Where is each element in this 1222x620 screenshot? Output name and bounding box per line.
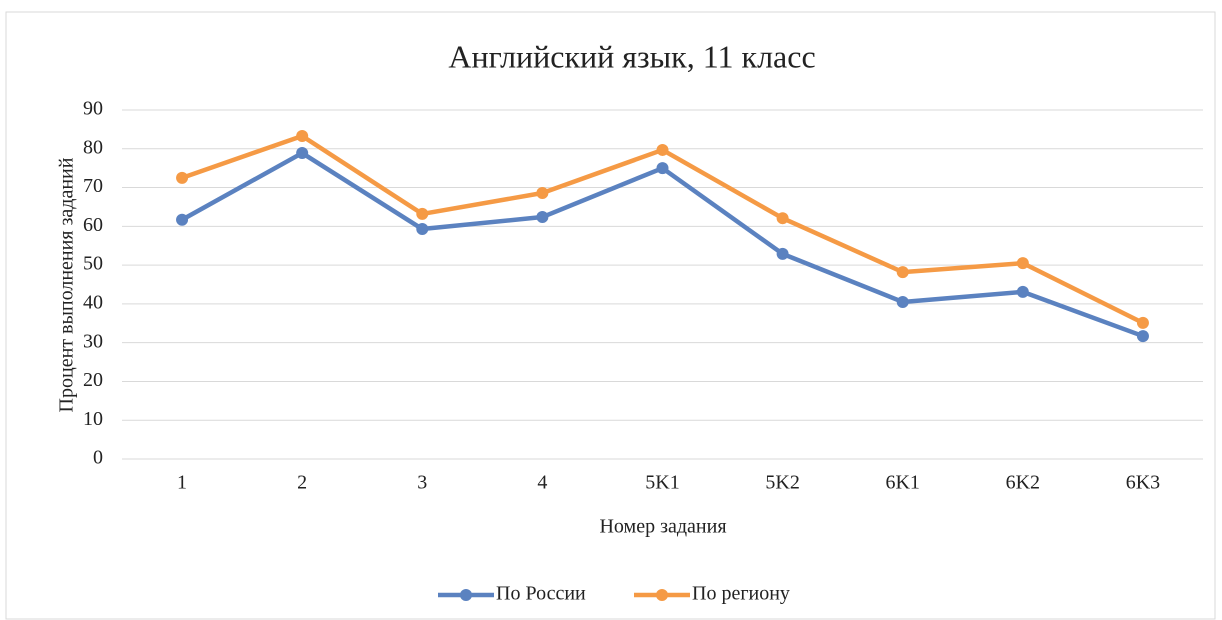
point bbox=[776, 247, 789, 260]
point bbox=[536, 211, 549, 224]
point bbox=[536, 186, 549, 199]
point bbox=[776, 212, 789, 225]
legend-marker bbox=[656, 589, 668, 601]
point bbox=[296, 129, 309, 142]
x-tick-label: 3 bbox=[417, 472, 427, 494]
point bbox=[416, 207, 429, 220]
point bbox=[176, 171, 189, 184]
x-tick-label: 6K1 bbox=[885, 472, 919, 494]
point bbox=[656, 162, 669, 175]
y-tick-label: 70 bbox=[83, 175, 103, 197]
y-tick-label: 90 bbox=[83, 98, 103, 120]
y-tick-label: 80 bbox=[83, 136, 103, 158]
x-tick-label: 6K3 bbox=[1126, 472, 1160, 494]
x-axis-title: Номер задания bbox=[599, 516, 726, 538]
x-tick-label: 2 bbox=[297, 472, 307, 494]
point bbox=[1016, 285, 1029, 298]
point bbox=[176, 213, 189, 226]
chart-title: Английский язык, 11 класс bbox=[448, 38, 815, 74]
y-tick-label: 30 bbox=[83, 330, 103, 352]
y-tick-label: 60 bbox=[83, 214, 103, 236]
point bbox=[296, 147, 309, 160]
point bbox=[896, 295, 909, 308]
x-tick-label: 5K1 bbox=[645, 472, 679, 494]
y-tick-label: 0 bbox=[93, 447, 103, 469]
point bbox=[896, 266, 909, 279]
legend-marker bbox=[460, 589, 472, 601]
y-axis-title: Процент выполнения заданий bbox=[56, 157, 78, 412]
legend-label: По региону bbox=[692, 583, 790, 605]
y-tick-label: 20 bbox=[83, 369, 103, 391]
point bbox=[656, 143, 669, 156]
legend-label: По России bbox=[496, 583, 586, 605]
point bbox=[1136, 316, 1149, 329]
y-tick-label: 10 bbox=[83, 408, 103, 430]
point bbox=[1016, 257, 1029, 270]
chart-frame bbox=[5, 11, 1216, 620]
x-tick-label: 4 bbox=[537, 472, 547, 494]
point bbox=[416, 223, 429, 236]
x-tick-label: 1 bbox=[177, 472, 187, 494]
y-tick-label: 50 bbox=[83, 253, 103, 275]
point bbox=[1136, 330, 1149, 343]
y-tick-label: 40 bbox=[83, 291, 103, 313]
x-tick-label: 6K2 bbox=[1006, 472, 1040, 494]
x-tick-label: 5K2 bbox=[765, 472, 799, 494]
